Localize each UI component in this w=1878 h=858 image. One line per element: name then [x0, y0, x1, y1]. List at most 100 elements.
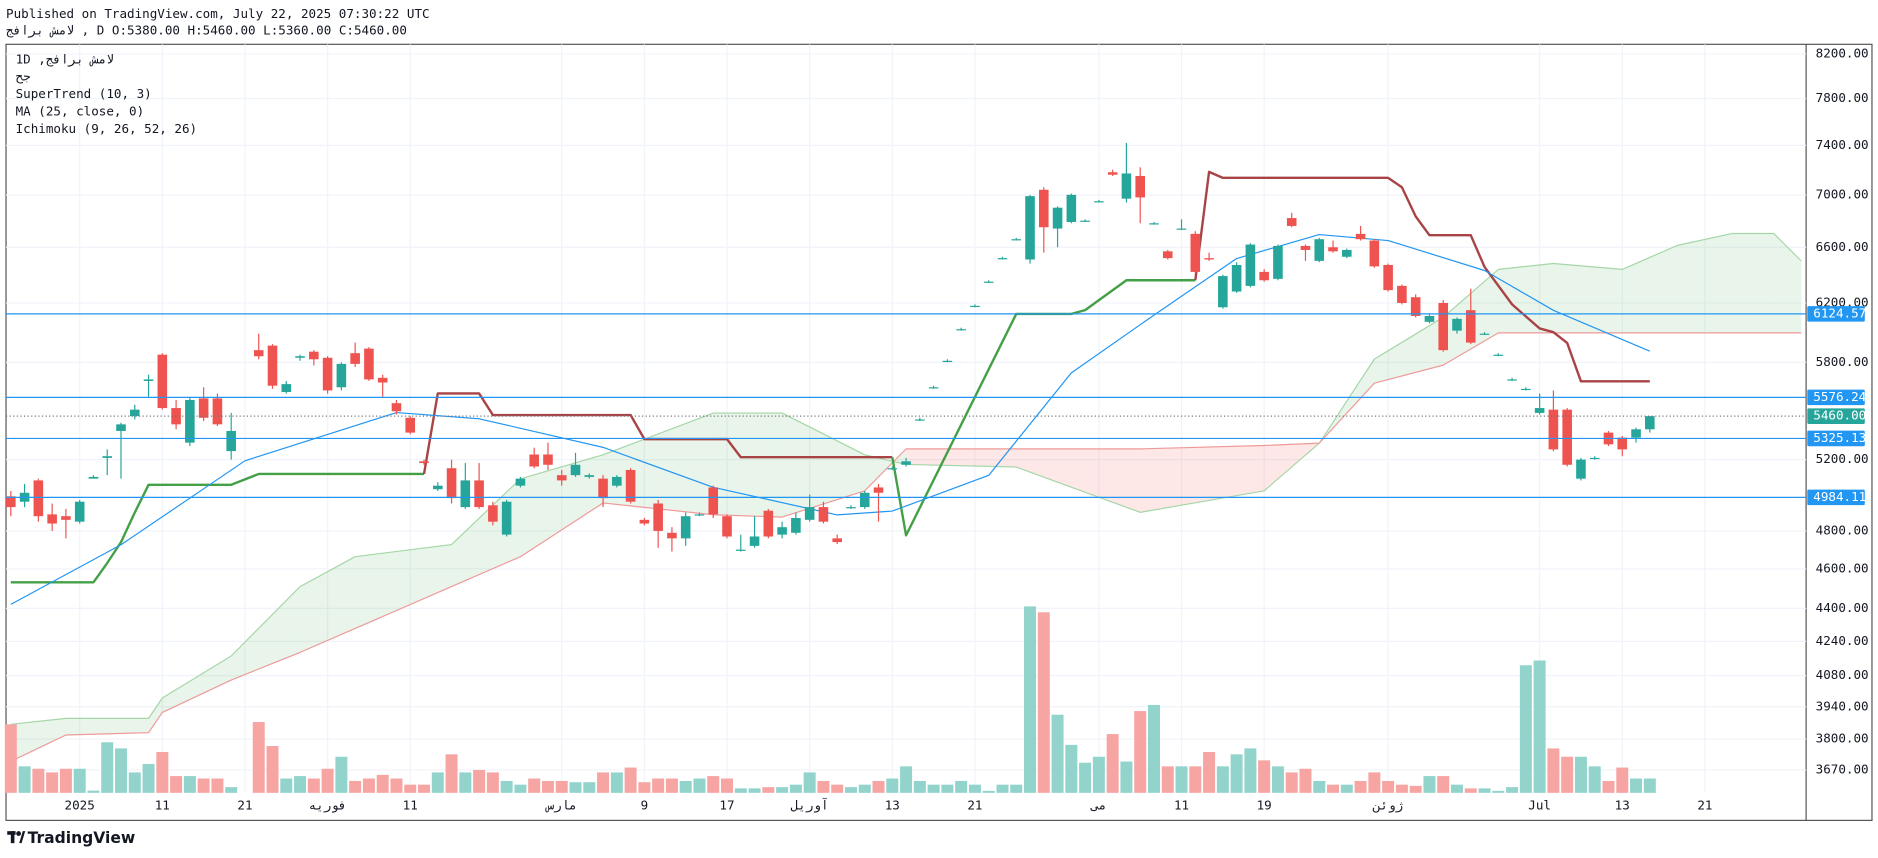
volume-bar — [349, 780, 362, 793]
supertrend-line — [422, 392, 893, 475]
candle-body — [143, 379, 154, 381]
candle-body — [928, 387, 939, 389]
candle-body — [997, 258, 1008, 260]
ichimoku-cloud — [231, 586, 301, 681]
volume-bar — [913, 780, 926, 793]
volume-bar — [418, 784, 430, 793]
candle-body — [88, 476, 99, 479]
candle-body — [529, 454, 539, 467]
candle-body — [253, 350, 264, 357]
candle-body — [887, 468, 898, 470]
candle-body — [791, 518, 801, 533]
candle-body — [1369, 240, 1380, 267]
volume-bar — [1574, 756, 1587, 793]
candle-body — [171, 408, 181, 425]
ichimoku-cloud — [300, 556, 356, 653]
volume-bar — [473, 769, 486, 793]
volume-bar — [624, 767, 637, 793]
candle-body — [1149, 223, 1159, 225]
candle-body — [1410, 297, 1421, 316]
volume-bar — [583, 782, 596, 793]
y-tick-label: 6200.00 — [1816, 294, 1869, 309]
x-tick-label: فوريه — [309, 798, 347, 814]
candle-body — [804, 507, 815, 520]
volume-bar — [1630, 778, 1643, 793]
last-price-label: 5460.00 — [1813, 408, 1866, 423]
candle-body — [970, 305, 980, 308]
candle-body — [1617, 437, 1628, 450]
volume-bar — [115, 748, 127, 793]
y-tick-label: 5800.00 — [1816, 354, 1869, 369]
candle-body — [1589, 457, 1600, 460]
ichimoku-cloud — [65, 718, 149, 736]
candle-body — [1286, 218, 1297, 226]
volume-bar — [1643, 778, 1656, 793]
volume-bar — [1271, 766, 1284, 793]
candle-body — [956, 329, 966, 331]
volume-bar — [486, 772, 499, 793]
ichimoku-cloud — [1016, 448, 1141, 513]
candle-body — [1465, 310, 1476, 343]
candle-body — [6, 496, 16, 508]
candle-body — [364, 348, 374, 380]
candle-body — [281, 384, 292, 393]
y-tick-label: 7000.00 — [1816, 186, 1869, 201]
candle-body — [1121, 173, 1132, 199]
y-tick-label: 4600.00 — [1816, 560, 1869, 575]
volume-bar — [831, 784, 844, 793]
volume-bar — [1299, 768, 1312, 793]
volume-bar — [1327, 784, 1340, 793]
volume-bar — [46, 772, 59, 793]
candle-body — [336, 363, 347, 388]
volume-bar — [721, 778, 734, 793]
volume-bar — [1533, 660, 1546, 793]
volume-bar — [1602, 780, 1615, 793]
candle-body — [983, 281, 994, 283]
volume-bar — [280, 778, 293, 793]
footer-logo: TradingView — [7, 829, 135, 847]
candle-body — [612, 476, 622, 486]
volume-bar — [927, 784, 940, 793]
volume-bar — [1395, 784, 1408, 793]
ichimoku-cloud — [906, 448, 1017, 468]
volume-bar — [789, 784, 802, 793]
x-tick-label: 19 — [1257, 798, 1272, 813]
candle-body — [1631, 429, 1641, 438]
candle-body — [33, 480, 44, 517]
volume-bar — [872, 780, 885, 793]
volume-bar — [170, 776, 183, 793]
volume-bar — [1506, 787, 1519, 793]
candle-body — [625, 469, 636, 502]
volume-bar — [1147, 704, 1160, 793]
level-label: 6124.57 — [1813, 305, 1866, 320]
candle-body — [708, 487, 719, 515]
volume-bar — [1037, 612, 1050, 793]
candle-body — [1231, 264, 1242, 292]
candle-body — [1534, 408, 1545, 413]
level-label-box — [1807, 306, 1865, 322]
volume-bar — [528, 778, 541, 793]
ichimoku-cloud — [162, 656, 232, 713]
volume-bar — [1382, 780, 1395, 793]
candle-body — [47, 514, 57, 524]
volume-bar — [404, 784, 417, 793]
volume-bar — [1285, 772, 1298, 793]
candle-body — [1162, 251, 1173, 259]
volume-bar — [142, 763, 155, 793]
volume-bar — [803, 772, 816, 793]
candle-body — [322, 357, 333, 391]
volume-bar — [569, 782, 582, 793]
candle-body — [309, 351, 319, 360]
volume-bar — [1588, 766, 1601, 793]
chart-frame — [5, 43, 1873, 821]
x-tick-label: ژوئن — [1372, 798, 1403, 814]
volume-bar — [197, 778, 210, 793]
candle-body — [460, 480, 471, 508]
candle-body — [1052, 207, 1063, 229]
candle-body — [432, 485, 443, 490]
candle-body — [129, 409, 140, 417]
candle-body — [1645, 416, 1655, 430]
candle-body — [901, 461, 911, 465]
